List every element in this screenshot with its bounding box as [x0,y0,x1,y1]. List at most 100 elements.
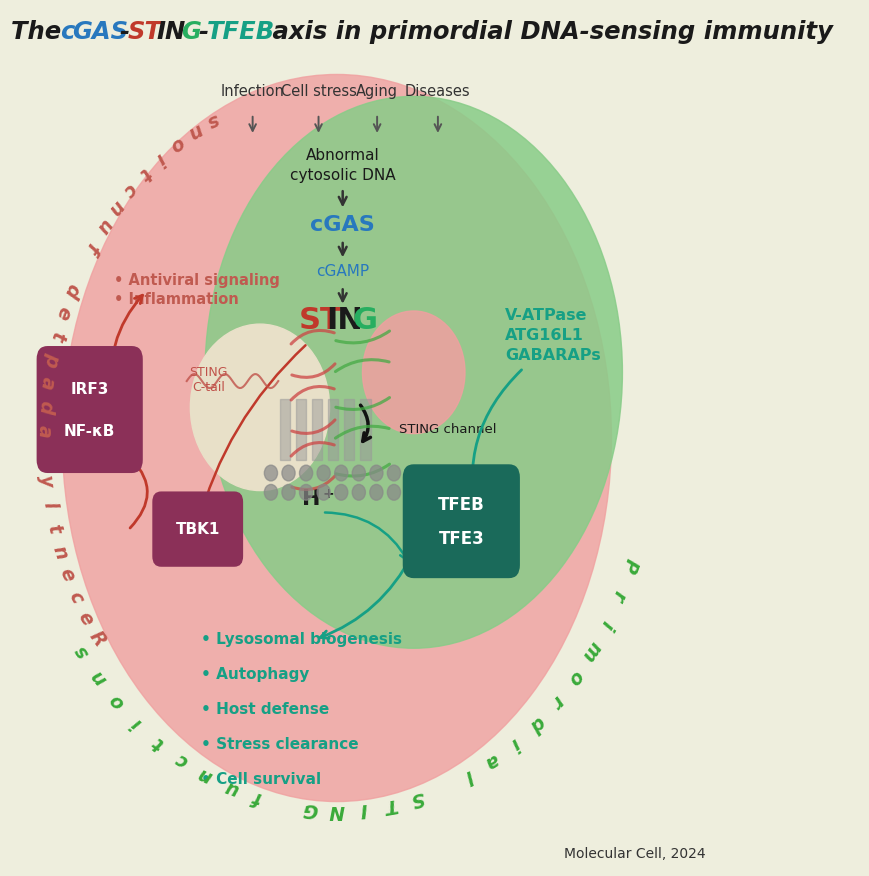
Text: • Antiviral signaling: • Antiviral signaling [113,272,279,288]
Text: y: y [36,473,56,488]
Bar [280,399,289,460]
Text: NF-κB: NF-κB [64,424,116,439]
Text: s: s [203,110,222,131]
Text: c: c [65,588,87,606]
Text: Abnormal: Abnormal [306,148,379,164]
Circle shape [335,465,348,481]
FancyArrowPatch shape [335,427,388,438]
Text: u: u [91,216,115,238]
Text: IN: IN [156,20,186,45]
FancyArrowPatch shape [291,330,334,344]
Circle shape [299,465,312,481]
Text: TBK1: TBK1 [176,521,220,537]
Text: H: H [302,490,321,509]
Circle shape [282,484,295,500]
Text: a: a [37,376,58,391]
Text: t: t [46,328,67,343]
Text: STING channel: STING channel [399,423,496,435]
Text: G: G [181,20,201,45]
Text: The: The [10,20,70,45]
Text: o: o [563,667,586,689]
Text: t: t [149,732,167,753]
Circle shape [190,324,329,491]
Text: -: - [198,20,208,45]
FancyArrowPatch shape [291,476,335,490]
Text: V-ATPase: V-ATPase [505,307,587,323]
Circle shape [387,465,400,481]
Circle shape [264,465,277,481]
Text: n: n [49,542,71,562]
Text: G: G [301,799,318,819]
Circle shape [335,484,348,500]
Text: T: T [382,795,398,815]
Text: I: I [359,799,368,819]
FancyBboxPatch shape [36,346,143,473]
Text: a: a [481,749,502,772]
Text: r: r [607,587,629,604]
Text: C-tail: C-tail [192,381,225,393]
Text: • Lysosomal biogenesis: • Lysosomal biogenesis [201,632,401,647]
Text: -: - [119,20,129,45]
Text: c: c [171,749,190,772]
Text: cytosolic DNA: cytosolic DNA [289,167,395,183]
Text: i: i [152,149,169,167]
Text: Molecular Cell, 2024: Molecular Cell, 2024 [563,847,705,861]
Text: N: N [328,801,344,820]
Text: l: l [39,500,59,510]
FancyBboxPatch shape [152,491,242,567]
FancyArrowPatch shape [291,386,334,400]
Text: Aging: Aging [355,84,398,100]
Circle shape [282,465,295,481]
Text: TFEB: TFEB [206,20,275,45]
Bar [328,399,338,460]
Text: c: c [60,20,75,45]
Text: f: f [249,788,262,808]
Text: Cell stress: Cell stress [281,84,356,100]
FancyArrowPatch shape [335,331,389,343]
Text: cGAMP: cGAMP [315,264,368,279]
FancyBboxPatch shape [402,464,520,578]
Text: i: i [128,714,145,732]
Text: e: e [74,608,97,629]
Ellipse shape [205,96,621,648]
Text: TFE3: TFE3 [438,530,484,548]
FancyArrowPatch shape [291,364,335,378]
Text: d: d [60,279,83,300]
Text: • Autophagy: • Autophagy [201,667,309,682]
Bar [344,399,354,460]
Circle shape [316,465,330,481]
Text: i: i [507,733,523,752]
Text: Infection: Infection [221,84,284,100]
Text: o: o [167,132,188,156]
Circle shape [352,465,365,481]
Text: ATG16L1: ATG16L1 [505,328,583,343]
Text: S: S [408,787,426,809]
Text: n: n [87,666,109,689]
Text: o: o [105,690,128,712]
Text: i: i [596,617,615,632]
FancyArrowPatch shape [335,398,389,409]
Text: l: l [461,766,474,786]
Text: u: u [221,777,240,799]
Bar [360,399,370,460]
Text: • Stress clearance: • Stress clearance [201,737,359,752]
Text: n: n [195,764,216,787]
Circle shape [352,484,365,500]
Text: n: n [184,120,205,143]
Text: d: d [525,711,547,735]
Text: Diseases: Diseases [405,84,470,100]
Bar [312,399,322,460]
Text: p: p [41,350,62,368]
Text: d: d [35,400,55,415]
Circle shape [369,484,382,500]
Text: m: m [578,638,605,665]
Circle shape [369,465,382,481]
FancyArrowPatch shape [335,360,388,371]
Text: ST: ST [298,306,342,336]
Text: r: r [547,691,567,711]
Text: c: c [119,180,140,201]
Text: G: G [353,306,377,336]
Text: e: e [56,565,78,584]
Text: IN: IN [326,306,362,336]
Text: • Cell survival: • Cell survival [201,772,322,788]
